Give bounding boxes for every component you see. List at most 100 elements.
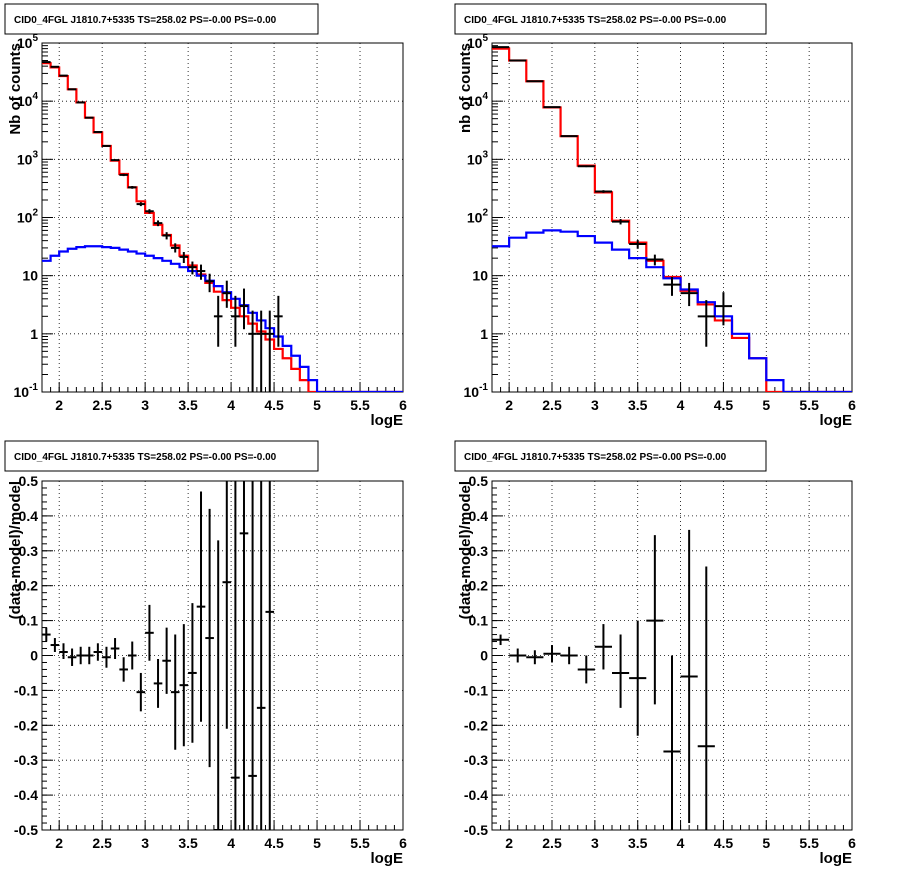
data-point — [119, 657, 128, 682]
y-axis-label: (data-model)/model — [457, 481, 474, 619]
data-point — [188, 261, 197, 275]
data-point — [265, 310, 275, 392]
y-tick-label: 0.3 — [469, 543, 489, 559]
data-point — [110, 638, 120, 659]
data-point — [256, 310, 266, 392]
data-point — [145, 209, 154, 214]
data-point — [577, 165, 595, 168]
y-tick-label: 10-1 — [14, 382, 39, 400]
x-tick-label: 3.5 — [628, 397, 648, 413]
data-point — [697, 300, 715, 347]
y-tick-label: -0.4 — [464, 787, 488, 803]
x-tick-label: 5.5 — [350, 397, 370, 413]
data-point — [153, 658, 163, 708]
data-point — [577, 655, 595, 684]
y-tick-label: -0.2 — [464, 717, 488, 733]
data-point — [153, 220, 163, 227]
x-tick-label: 2.5 — [92, 397, 112, 413]
x-tick-label: 2 — [505, 835, 513, 851]
data-point — [179, 624, 189, 747]
data-point — [162, 627, 171, 694]
x-tick-label: 5 — [762, 835, 770, 851]
y-tick-label: 0.4 — [469, 508, 489, 524]
data-point — [629, 240, 647, 249]
y-tick-label: 0.1 — [19, 613, 39, 629]
chart-title: CID0_4FGL J1810.7+5335 TS=258.02 PS=-0.0… — [14, 15, 277, 26]
data-point — [543, 106, 561, 109]
x-tick-label: 5 — [313, 835, 321, 851]
data-point — [509, 648, 527, 663]
y-tick-label: -0.4 — [14, 787, 38, 803]
x-tick-label: 6 — [848, 835, 856, 851]
y-tick-label: 10 — [472, 268, 488, 284]
y-tick-label: 1 — [30, 326, 38, 342]
series-group — [492, 46, 852, 392]
data-point — [697, 566, 715, 830]
y-axis-label: nb of counts — [457, 43, 474, 133]
x-tick-label: 4.5 — [714, 835, 734, 851]
y-tick-label: 0.5 — [19, 473, 39, 489]
data-point — [222, 280, 232, 308]
y-tick-label: 0.5 — [469, 473, 489, 489]
y-tick-label: 103 — [467, 149, 489, 167]
data-point — [265, 481, 275, 830]
data-point — [127, 641, 137, 670]
x-tick-label: 6 — [848, 397, 856, 413]
data-point — [50, 638, 60, 653]
x-tick-label: 5.5 — [799, 397, 819, 413]
y-tick-label: -0.1 — [14, 682, 38, 698]
data-point — [560, 135, 578, 138]
y-tick-label: -0.5 — [14, 822, 38, 838]
data-point — [222, 481, 232, 729]
y-tick-label: 0.1 — [469, 613, 489, 629]
data-point — [127, 185, 137, 189]
data-point — [612, 219, 630, 225]
data-point — [543, 645, 561, 663]
chart-panel-2: 2 2.5 3 3.5 4 4.5 5 5.5 6 10-1 1 10 102 103 104 105 CID0… — [454, 3, 856, 429]
data-point — [594, 624, 612, 670]
chart-title: CID0_4FGL J1810.7+5335 TS=258.02 PS=-0.0… — [464, 452, 727, 463]
y-tick-label: 104 — [17, 91, 39, 109]
x-tick-label: 4 — [227, 397, 235, 413]
x-tick-label: 5 — [313, 397, 321, 413]
y-tick-label: 105 — [17, 33, 39, 51]
data-point — [136, 202, 146, 207]
data-point — [248, 481, 257, 830]
data-point — [93, 643, 103, 661]
y-tick-label: 10-1 — [464, 382, 489, 400]
data-point — [136, 672, 146, 712]
data-point — [680, 529, 698, 824]
data-point — [170, 243, 180, 253]
data-point — [59, 643, 68, 659]
y-tick-label: -0.2 — [14, 717, 38, 733]
data-point — [179, 252, 189, 264]
y-tick-label: 10 — [22, 268, 38, 284]
chart-panel-1: 2 2.5 3 3.5 4 4.5 5 5.5 6 10-1 1 10 102 103 104 105 CID0… — [4, 3, 407, 429]
series-group — [42, 61, 403, 392]
data-point — [205, 273, 214, 293]
y-tick-label: 103 — [17, 149, 39, 167]
y-tick-label: 0.2 — [19, 578, 39, 594]
data-point — [205, 508, 214, 768]
step-histogram-blue — [42, 245, 403, 392]
data-point — [594, 190, 612, 193]
y-tick-label: 102 — [17, 208, 39, 226]
data-point — [231, 481, 240, 830]
x-tick-label: 3.5 — [178, 835, 198, 851]
y-tick-label: 0.2 — [469, 578, 489, 594]
x-tick-label: 6 — [399, 835, 407, 851]
x-axis-label: logE — [371, 850, 404, 867]
x-axis-label: logE — [820, 412, 853, 429]
data-point — [274, 295, 283, 347]
x-tick-label: 3 — [591, 835, 599, 851]
x-tick-label: 4 — [227, 835, 235, 851]
x-tick-label: 3 — [141, 397, 149, 413]
x-tick-label: 5.5 — [799, 835, 819, 851]
title-box — [4, 440, 319, 472]
y-tick-label: -0.1 — [464, 682, 488, 698]
chart-title: CID0_4FGL J1810.7+5335 TS=258.02 PS=-0.0… — [464, 15, 727, 26]
y-tick-label: 104 — [467, 91, 489, 109]
data-point — [239, 288, 249, 330]
data-point — [93, 131, 103, 134]
